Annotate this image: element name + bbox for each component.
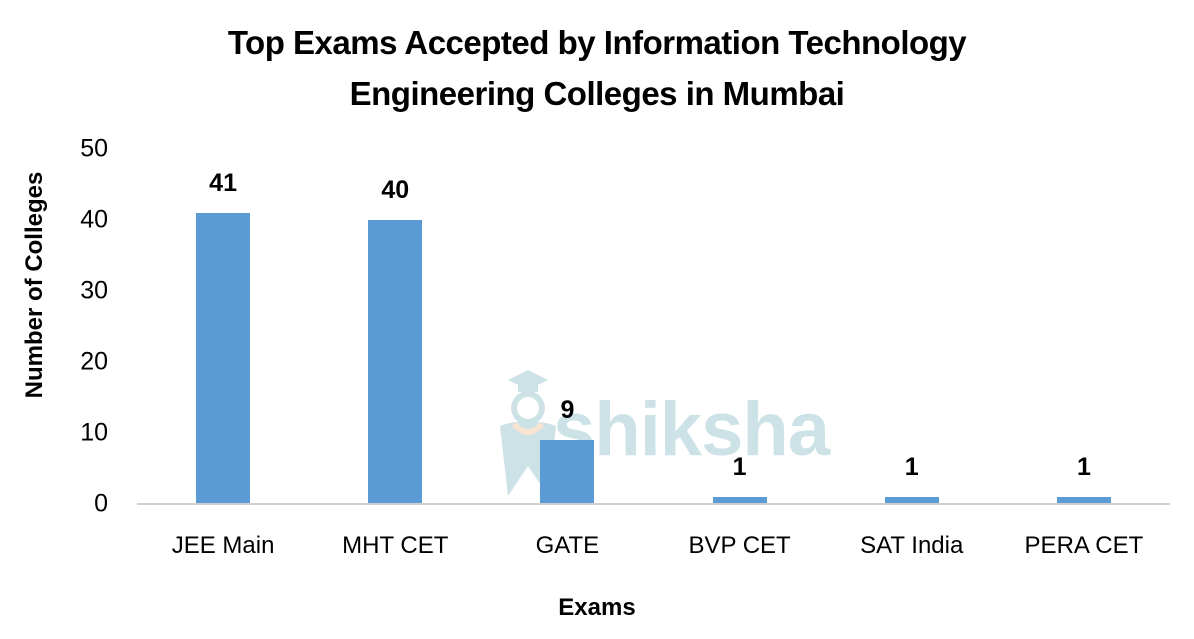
y-tick-label: 40 [80, 205, 108, 234]
y-tick-label: 10 [80, 418, 108, 447]
y-tick-label: 20 [80, 347, 108, 376]
bar-sat-india [884, 496, 939, 504]
y-axis-label: Number of Colleges [21, 171, 48, 399]
x-tick-label: SAT India [860, 532, 964, 559]
data-label: 9 [560, 396, 575, 425]
x-axis-line [137, 503, 1170, 505]
bar-mht-cet [368, 220, 423, 504]
x-tick-label: BVP CET [688, 532, 791, 559]
bar-bvp-cet [712, 496, 767, 504]
data-label: 41 [209, 168, 237, 197]
x-tick-label: MHT CET [342, 532, 449, 559]
data-label: 1 [1076, 452, 1091, 481]
chart-title-line-2: Engineering Colleges in Mumbai [349, 75, 845, 112]
x-tick-label: JEE Main [171, 532, 275, 559]
bar-gate [540, 440, 595, 504]
y-tick-label: 30 [80, 276, 108, 305]
chart-title-line-1: Top Exams Accepted by Information Techno… [227, 24, 967, 61]
bar-jee-main [196, 212, 251, 504]
x-axis-label: Exams [558, 594, 636, 621]
x-tick-label: GATE [535, 532, 600, 559]
bar-pera-cet [1056, 496, 1111, 504]
data-label: 40 [381, 176, 410, 204]
y-tick-label: 50 [80, 134, 108, 163]
y-tick-label: 0 [94, 489, 108, 518]
shiksha-watermark: shiksha [488, 366, 830, 506]
data-label: 1 [904, 452, 919, 481]
data-label: 1 [732, 452, 747, 481]
x-tick-label: PERA CET [1024, 532, 1144, 559]
